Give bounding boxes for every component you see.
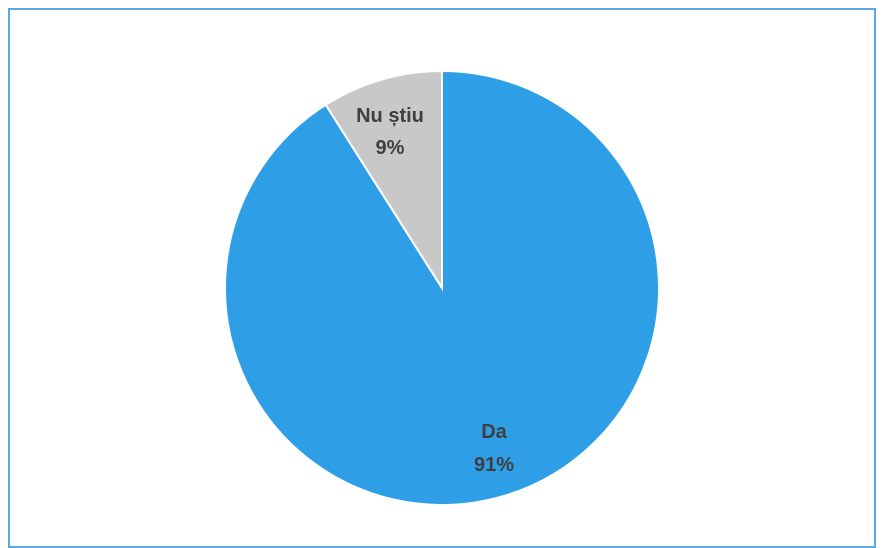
slice-nu-stiu-percent: 9%: [376, 137, 405, 159]
pie-labels: Da 91% Nu știu 9%: [356, 105, 514, 476]
slice-nu-stiu-name: Nu știu: [356, 105, 424, 127]
slice-da-name: Da: [481, 421, 507, 443]
slice-da-percent: 91%: [474, 454, 514, 476]
pie-slices: [224, 69, 661, 506]
slice-nu-stiu: [324, 69, 443, 292]
pie-chart: Da 91% Nu știu 9%: [224, 69, 661, 506]
